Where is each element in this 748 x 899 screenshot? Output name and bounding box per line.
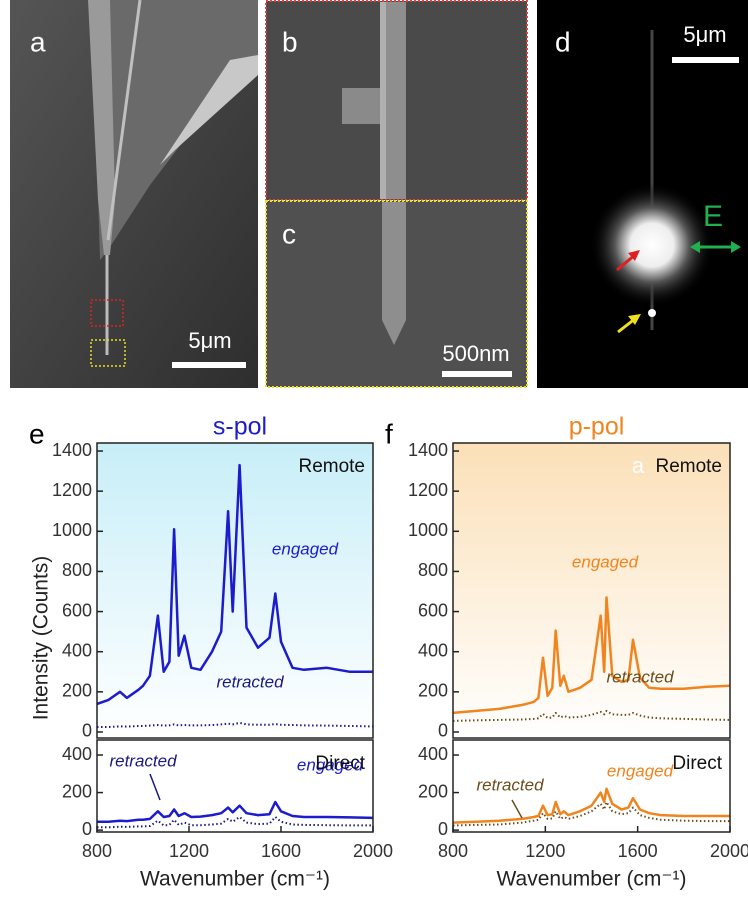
panel-label: Remote [298, 456, 365, 477]
e-field-arrow-head [690, 241, 700, 253]
x-tick-label: 1200 [169, 841, 209, 861]
x-axis-label: Wavenumber (cm⁻¹) [140, 868, 330, 891]
y-tick-label: 1200 [408, 480, 448, 500]
plot-frame [96, 739, 374, 833]
scale-bar [172, 362, 246, 368]
x-tick-label: 800 [82, 841, 112, 861]
y-tick-label: 0 [82, 819, 92, 839]
y-tick-label: 0 [82, 721, 92, 741]
panel-label: b [282, 26, 298, 57]
panel-label: c [282, 218, 296, 249]
tip-body [88, 0, 115, 255]
chart-label: e [29, 418, 45, 449]
y-tick-label: 200 [62, 781, 92, 801]
chart-label: f [385, 418, 393, 449]
scale-bar-label: 5μm [683, 22, 726, 47]
series-label: retracted [606, 667, 674, 686]
y-axis-label: Intensity (Counts) [30, 556, 53, 721]
scale-bar-label: 500nm [442, 341, 509, 366]
yellow-arrow-head [628, 314, 641, 325]
y-tick-label: 0 [438, 721, 448, 741]
x-tick-label: 1600 [261, 841, 301, 861]
y-tick-label: 600 [62, 600, 92, 620]
spectrum-line [97, 816, 373, 829]
plot-background [97, 443, 373, 738]
probe-tip [382, 202, 406, 345]
e-field-label: E [703, 200, 723, 233]
panel-label: d [555, 26, 571, 57]
red-arrow-head [628, 250, 640, 261]
series-label: engaged [607, 761, 674, 780]
series-label: retracted [109, 751, 177, 770]
series-label: engaged [297, 755, 364, 774]
panel-label: Direct [672, 753, 722, 774]
spectrum-line [452, 709, 731, 722]
chart-title: p-pol [569, 413, 625, 441]
scattering-spot [590, 183, 714, 307]
y-tick-label: 200 [418, 781, 448, 801]
x-tick-label: 1200 [525, 841, 565, 861]
scale-bar [672, 57, 739, 63]
region-b-box [90, 299, 124, 327]
y-tick-label: 200 [62, 681, 92, 701]
spectrum-line [452, 801, 730, 827]
y-tick-label: 1400 [408, 440, 448, 460]
y-tick-label: 400 [418, 744, 448, 764]
spectrum-line [452, 596, 731, 715]
series-label: retracted [476, 775, 544, 794]
y-tick-label: 1000 [52, 520, 92, 540]
probe-edge [380, 2, 386, 199]
x-tick-label: 1600 [618, 841, 658, 861]
label-arrow [149, 773, 161, 801]
panel-label: a [30, 26, 46, 57]
plot-frame [96, 442, 374, 739]
plot-frame [452, 739, 731, 833]
cantilever-edge [160, 55, 258, 165]
spectrum-line [452, 787, 730, 824]
scale-bar-label: 5μm [188, 328, 231, 353]
region-c-box [90, 339, 126, 367]
cantilever [85, 0, 258, 260]
plot-background [453, 443, 730, 738]
wire [106, 0, 142, 241]
label-arrow [511, 799, 523, 819]
chart-title: s-pol [213, 413, 267, 441]
annotation: a [632, 453, 645, 478]
y-tick-label: 0 [438, 819, 448, 839]
particle [342, 88, 384, 124]
spectrum-line [97, 721, 374, 728]
spectrum-line [97, 800, 374, 823]
y-tick-label: 1400 [52, 440, 92, 460]
plot-frame [452, 442, 731, 739]
y-tick-label: 600 [418, 600, 448, 620]
spectrum-line [96, 463, 373, 706]
x-tick-label: 2000 [710, 841, 748, 861]
panel-label: Direct [315, 753, 365, 774]
panel-label: Remote [655, 456, 722, 477]
y-tick-label: 1000 [408, 520, 448, 540]
x-tick-label: 800 [438, 841, 468, 861]
series-label: engaged [272, 539, 339, 558]
y-tick-label: 400 [418, 640, 448, 660]
y-tick-label: 200 [418, 681, 448, 701]
series-label: retracted [216, 672, 284, 691]
tip-spot [648, 309, 656, 317]
y-tick-label: 800 [418, 560, 448, 580]
y-tick-label: 400 [62, 640, 92, 660]
x-axis-label: Wavenumber (cm⁻¹) [497, 868, 687, 891]
e-field-arrow-head [731, 241, 741, 253]
y-tick-label: 800 [62, 560, 92, 580]
y-tick-label: 400 [62, 744, 92, 764]
y-tick-label: 1200 [52, 480, 92, 500]
x-tick-label: 2000 [353, 841, 393, 861]
scale-bar [442, 371, 512, 377]
series-label: engaged [572, 552, 639, 571]
